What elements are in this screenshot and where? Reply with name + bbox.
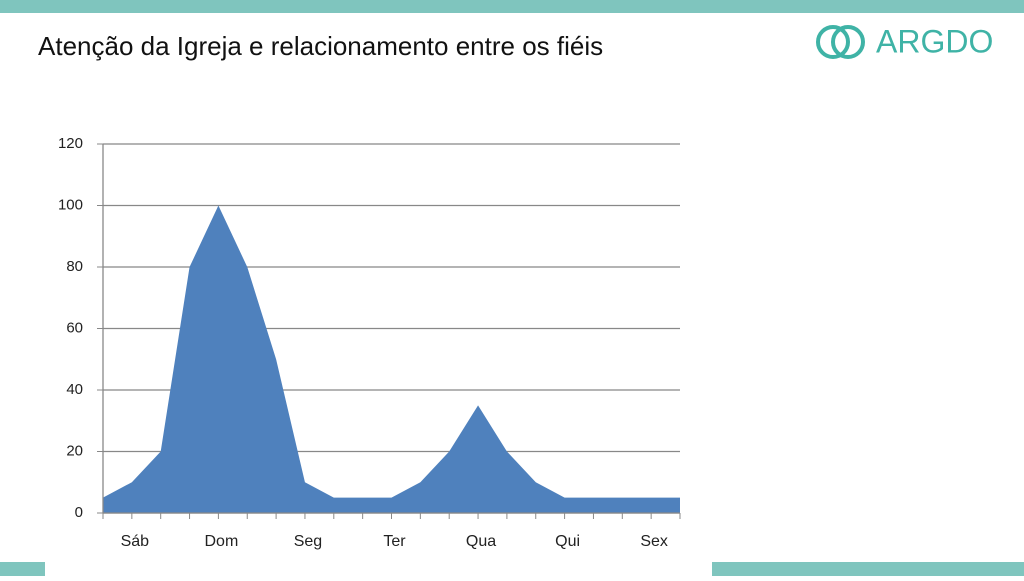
y-tick-label: 20 [66,442,83,459]
slide-title: Atenção da Igreja e relacionamento entre… [38,31,603,61]
x-tick-label: Seg [294,533,322,550]
logo-text: ARGDO [876,23,993,59]
top-band [0,0,1024,13]
y-tick-label: 120 [58,135,83,152]
x-tick-label: Qua [466,533,496,550]
x-tick-label: Sáb [121,533,150,550]
bottom-band-left [0,562,45,576]
x-tick-label: Dom [205,533,239,550]
x-tick-label: Ter [383,533,406,550]
y-tick-label: 100 [58,196,83,213]
logo-ring [831,25,865,59]
area [103,205,680,513]
x-tick-label: Sex [640,533,668,550]
x-tick-label: Qui [555,533,580,550]
logo-ring [816,25,850,59]
y-tick-label: 0 [75,504,83,521]
y-tick-label: 80 [66,258,83,275]
y-tick-label: 40 [66,381,83,398]
y-tick-label: 60 [66,319,83,336]
chart: 0 20 40 60 80 100 120 Sáb Dom Seg Ter Qua Qui Sex [58,135,681,550]
bottom-band-right [712,562,1024,576]
logo: ARGDO [816,23,993,59]
